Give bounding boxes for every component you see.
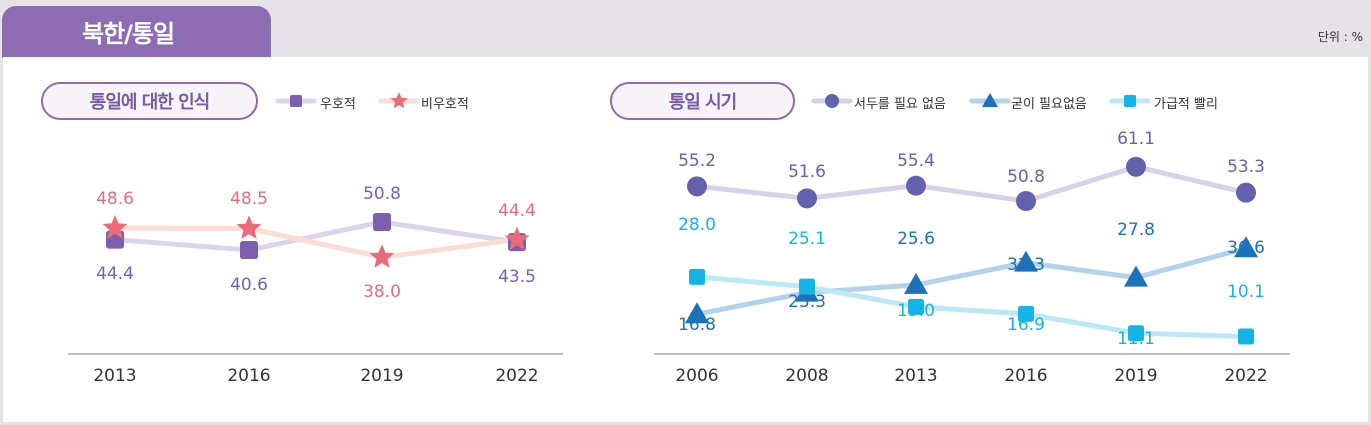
right-data-label: 61.1 [1117,129,1155,149]
right-data-label: 36.6 [1227,238,1265,258]
left-data-label: 48.6 [96,189,134,209]
left-point-star-icon [236,215,262,239]
right-series-line-1 [696,245,1247,317]
right-point-triangle-icon [904,272,928,294]
right-point-square-icon [689,268,705,285]
legend-label-favorable: 우호적 [320,97,356,112]
header-tab [2,6,271,58]
right-point-square-icon [1238,328,1254,345]
right-x-tick-label: 2019 [1114,366,1157,386]
left-x-tick-label: 2019 [360,366,403,386]
right-series-line-0 [696,164,1247,204]
page-title: 북한/통일 [82,20,175,48]
legend-star-icon [390,92,408,109]
right-data-label: 25.1 [788,229,826,249]
right-x-tick-label: 2008 [785,366,828,386]
legend-triangle-icon [982,93,998,107]
right-data-label: 27.8 [1117,220,1155,240]
right-data-label: 23.3 [788,292,826,312]
right-data-label: 19.0 [897,301,935,321]
right-data-label: 50.8 [1007,167,1045,187]
right-x-tick-label: 2022 [1224,366,1267,386]
legend-label-not-necessary: 굳이 필요없음 [1011,97,1087,112]
left-data-label: 50.8 [363,184,401,204]
right-point-circle-icon [906,175,926,196]
right-point-circle-icon [1016,191,1036,211]
right-point-triangle-icon [1014,250,1038,272]
unit-label: 단위 : % [1317,30,1363,44]
left-data-label: 44.4 [498,201,536,221]
legend-cyan-square-icon [1124,95,1136,107]
left-point-star-icon [504,226,530,251]
legend-label-asap: 가급적 빨리 [1154,97,1218,112]
legend-circle-icon [825,94,839,108]
right-chart-title: 통일 시기 [610,82,795,120]
right-data-label: 11.1 [1117,329,1155,349]
right-point-circle-icon [1236,182,1256,203]
right-data-label: 10.1 [1227,282,1265,302]
right-series-line-2 [696,274,1247,340]
right-point-circle-icon [1126,156,1146,177]
left-point-star-icon [369,244,395,268]
right-point-triangle-icon [685,302,709,324]
right-point-square-icon [1018,305,1034,322]
legend-square-icon [290,95,302,107]
left-point-star-icon [102,215,128,239]
legend-label-no-hurry: 서두를 필요 없음 [854,97,946,112]
right-point-circle-icon [687,176,707,197]
left-x-tick-label: 2013 [93,366,136,386]
left-data-label: 43.5 [498,267,536,287]
left-series-line-1 [114,225,518,260]
right-point-triangle-icon [1234,236,1258,258]
right-data-label: 16.9 [1007,315,1045,335]
left-data-label: 40.6 [230,275,268,295]
left-point-square-icon [240,241,258,260]
left-data-label: 38.0 [363,282,401,302]
left-x-tick-label: 2016 [227,366,270,386]
right-data-label: 51.6 [788,162,826,182]
left-point-square-icon [373,213,391,231]
left-x-tick-label: 2022 [495,366,538,386]
left-chart-title: 통일에 대한 인식 [41,82,258,120]
right-point-square-icon [1128,325,1144,342]
right-x-tick-label: 2013 [894,366,937,386]
right-x-tick-label: 2016 [1004,366,1047,386]
right-data-label: 32.3 [1007,255,1045,275]
right-data-label: 25.6 [897,229,935,249]
right-data-label: 53.3 [1227,157,1265,177]
right-point-square-icon [908,298,924,315]
right-data-label: 28.0 [678,215,716,235]
right-x-tick-label: 2006 [675,366,718,386]
right-point-circle-icon [797,188,817,209]
right-data-label: 16.8 [678,315,716,335]
left-data-label: 44.4 [96,264,134,284]
right-point-triangle-icon [1124,265,1148,287]
right-data-label: 55.4 [897,151,935,171]
right-data-label: 55.2 [678,151,716,171]
left-data-label: 48.5 [230,189,268,209]
legend-label-unfavorable: 비우호적 [421,97,469,112]
left-series-line-0 [114,219,518,253]
right-point-square-icon [799,278,815,295]
